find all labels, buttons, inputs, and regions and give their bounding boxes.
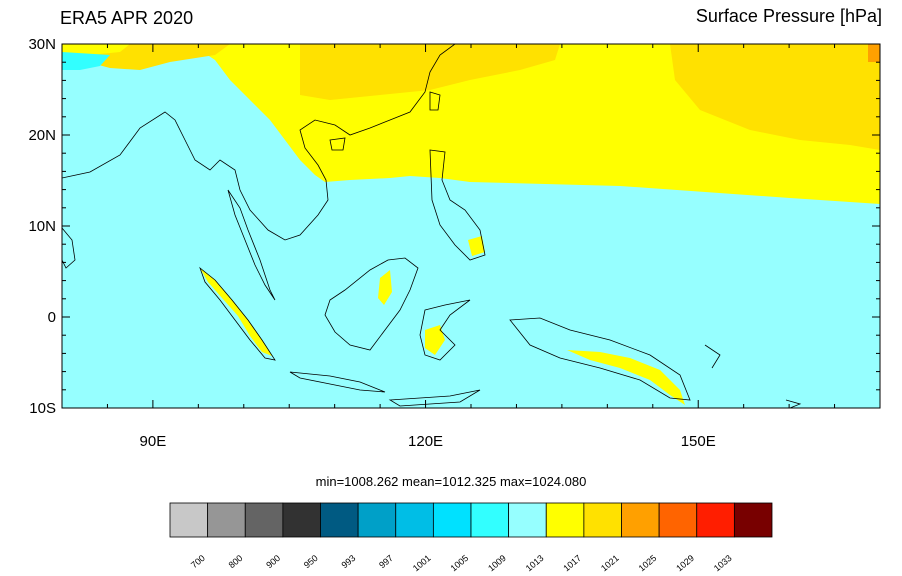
colorbar-swatch	[320, 502, 359, 538]
colorbar: 700 800 900 950 993 997 1001 1005 1009 1013 1017 10…	[169, 502, 773, 574]
colorbar-label: 1025	[637, 553, 659, 574]
colorbar-swatch	[583, 502, 622, 538]
colorbar-swatch	[282, 502, 321, 538]
colorbar-label: 1017	[561, 553, 583, 574]
field-sumatra	[200, 268, 272, 356]
coast-java	[289, 371, 386, 393]
colorbar-label: 950	[302, 553, 320, 570]
coast-hainan	[329, 137, 346, 151]
colorbar-label: 700	[189, 553, 207, 570]
lon-tick-label: 120E	[408, 433, 443, 450]
colorbar-label: 993	[339, 553, 357, 570]
coast-sulawesi	[419, 299, 471, 361]
field-himalaya-2	[62, 44, 130, 55]
coast-borneo	[324, 257, 419, 351]
coast-malay	[227, 189, 276, 301]
colorbar-label: 1009	[486, 553, 508, 574]
lat-tick-label: 10N	[28, 218, 56, 235]
field-borneo	[378, 270, 392, 305]
colorbar-label: 1001	[411, 553, 433, 574]
colorbar-label: 1021	[599, 553, 621, 574]
colorbar-label: 1033	[712, 553, 734, 574]
colorbar-swatch	[621, 502, 660, 538]
field-1021-1025	[868, 44, 880, 62]
coastlines	[62, 44, 802, 408]
colorbar-swatch	[432, 502, 472, 538]
coast-solomon	[785, 399, 802, 408]
colorbar-label: 900	[264, 553, 282, 570]
field-sulawesi	[425, 325, 445, 355]
statistics-line: min=1008.262 mean=1012.325 max=1024.080	[315, 474, 587, 489]
axis-tick-labels: 30N 20N 10N 0 10S 90E 120E 150E	[28, 36, 715, 450]
lon-tick-label: 150E	[681, 433, 716, 450]
coast-bismarck	[704, 344, 721, 369]
colorbar-swatch	[395, 502, 434, 538]
field-1017-1021-east	[670, 44, 880, 150]
colorbar-swatch	[696, 502, 735, 538]
coast-sumatra	[199, 266, 276, 361]
pressure-field	[62, 44, 880, 408]
colorbar-swatch	[658, 502, 698, 538]
colorbar-swatch	[508, 502, 547, 538]
left-title: ERA5 APR 2020	[60, 8, 194, 28]
colorbar-swatch	[169, 502, 209, 538]
colorbar-swatch	[733, 502, 773, 538]
axis-ticks	[61, 43, 881, 409]
lat-tick-label: 10S	[29, 400, 56, 417]
coast-philippines	[429, 149, 486, 261]
colorbar-swatch	[207, 502, 246, 538]
colorbar-label: 1005	[449, 553, 471, 574]
field-low-patch	[62, 52, 110, 70]
colorbar-label: 997	[377, 553, 395, 570]
coast-new-guinea	[509, 317, 691, 401]
lon-tick-label: 90E	[140, 433, 167, 450]
field-mindanao	[468, 236, 485, 256]
colorbar-label: 800	[227, 553, 245, 570]
colorbar-label: 1013	[524, 553, 546, 574]
coast-lesser-sunda	[388, 389, 481, 407]
coast-taiwan	[429, 91, 441, 111]
colorbar-swatch	[357, 502, 397, 538]
coast-mainland	[62, 44, 456, 241]
lat-tick-label: 0	[48, 309, 56, 326]
lat-tick-label: 30N	[28, 36, 56, 53]
colorbar-swatch	[244, 502, 284, 538]
lat-tick-label: 20N	[28, 127, 56, 144]
right-title: Surface Pressure [hPa]	[695, 6, 882, 26]
coast-sri-lanka	[62, 227, 76, 269]
colorbar-label: 1029	[674, 553, 696, 574]
field-new-guinea	[567, 350, 685, 405]
colorbar-swatch	[545, 502, 585, 538]
colorbar-swatch	[470, 502, 510, 538]
